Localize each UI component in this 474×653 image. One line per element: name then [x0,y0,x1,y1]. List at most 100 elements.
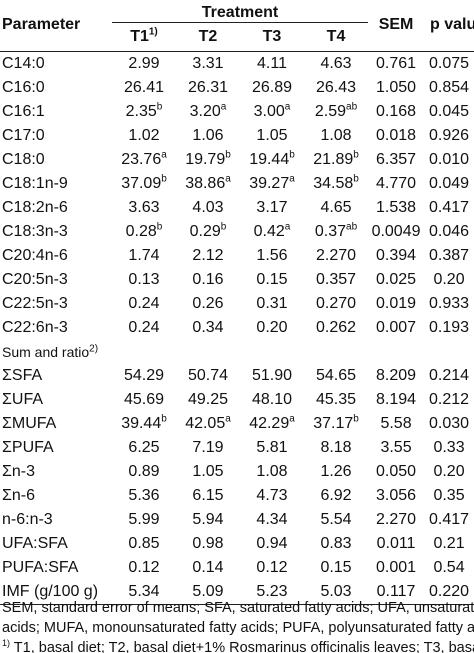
cell-t2: 4.03 [192,199,224,216]
table-row: Σn-3 0.89 1.05 1.08 1.26 0.050 0.20 [0,460,474,484]
cell-sem: 2.270 [376,511,417,528]
cell-p: 0.933 [429,295,470,312]
significance-letter: a [289,413,295,425]
cell-t3: 42.29a [249,413,295,432]
significance-letter: b [353,149,359,161]
cell-t1: 1.02 [128,127,160,144]
section-heading: Sum and ratio2) [2,343,99,360]
table-body: C14:0 2.99 3.31 4.11 4.63 0.761 0.075 C16:0 26.4… [0,52,474,605]
cell-t4: 45.35 [315,391,357,408]
row-parameter: C16:1 [2,103,45,120]
cell-t2: 1.06 [192,127,224,144]
cell-t4: 54.65 [315,367,357,384]
cell-t4: 4.65 [320,199,352,216]
row-parameter: C18:2n-6 [2,199,68,216]
cell-t3: 4.73 [256,487,288,504]
cell-p: 0.20 [433,463,465,480]
cell-t3: 0.15 [256,271,288,288]
row-parameter: n-6:n-3 [2,511,53,528]
cell-t1: 23.76a [121,149,167,168]
cell-t2: 0.14 [192,559,224,576]
cell-t2: 0.34 [192,319,224,336]
cell-t3: 1.08 [256,463,288,480]
cell-sem: 8.194 [376,391,417,408]
table-row: C22:6n-3 0.24 0.34 0.20 0.262 0.007 0.193 [0,316,474,340]
header-treatment: Treatment [112,0,369,23]
header-t1: T11) [112,22,176,52]
cell-t1: 54.29 [123,367,165,384]
cell-t1: 26.41 [123,79,165,96]
row-parameter: C20:4n-6 [2,247,68,264]
cell-t3: 51.90 [251,367,293,384]
cell-t1: 1.74 [128,247,160,264]
cell-p: 0.010 [429,151,470,168]
cell-t4: 2.59ab [314,101,358,120]
cell-sem: 0.050 [376,463,417,480]
cell-t1: 45.69 [123,391,165,408]
cell-sem: 0.0049 [371,223,421,240]
row-parameter: C17:0 [2,127,45,144]
significance-letter: a [284,101,291,113]
row-parameter: ΣSFA [2,367,43,384]
cell-t4: 26.43 [315,79,357,96]
cell-sem: 4.770 [376,175,417,192]
cell-t1: 0.85 [128,535,160,552]
significance-letter: b [225,149,231,161]
cell-t4: 21.89b [313,149,359,168]
cell-sem: 0.025 [376,271,417,288]
cell-t2: 19.79b [185,149,231,168]
cell-t3: 4.11 [257,55,287,72]
cell-t4: 34.58b [313,173,359,192]
cell-t4: 37.17b [313,413,359,432]
cell-sem: 5.58 [380,415,412,432]
footnote-line-1: SEM, standard error of means; SFA, satur… [2,600,474,616]
significance-letter: a [225,173,231,185]
header-t4: T4 [304,22,369,52]
table-row: ΣMUFA 39.44b 42.05a 42.29a 37.17b 5.58 0.030 [0,412,474,436]
row-parameter: PUFA:SFA [2,559,79,576]
cell-t2: 42.05a [185,413,231,432]
cell-sem: 8.209 [376,367,417,384]
cell-p: 0.854 [429,79,470,96]
cell-t4: 8.18 [320,439,352,456]
table-row: C20:5n-3 0.13 0.16 0.15 0.357 0.025 0.20 [0,268,474,292]
cell-t3: 0.12 [256,559,288,576]
cell-t2: 0.16 [192,271,224,288]
cell-t1: 0.12 [128,559,160,576]
cell-p: 0.926 [429,127,470,144]
cell-sem: 0.019 [376,295,417,312]
cell-p: 0.212 [429,391,470,408]
cell-t1: 5.99 [128,511,160,528]
row-parameter: ΣMUFA [2,415,57,432]
cell-t4: 1.08 [320,127,352,144]
table-row: ΣPUFA 6.25 7.19 5.81 8.18 3.55 0.33 [0,436,474,460]
row-parameter: C14:0 [2,55,45,72]
cell-t3: 4.34 [256,511,288,528]
cell-sem: 1.538 [376,199,417,216]
table-row: C17:0 1.02 1.06 1.05 1.08 0.018 0.926 [0,124,474,148]
significance-letter: b [161,413,167,425]
cell-t2: 26.31 [187,79,229,96]
cell-t1: 0.13 [128,271,160,288]
cell-t2: 0.26 [192,295,224,312]
cell-t2: 49.25 [187,391,229,408]
cell-sem: 0.168 [376,103,417,120]
cell-p: 0.045 [429,103,470,120]
table-row: IMF (g/100 g) 5.34 5.09 5.23 5.03 0.117 0.220 [0,580,474,605]
table-header: Parameter Treatment SEM p value T11) T2 … [0,0,474,52]
table-row: C16:0 26.41 26.31 26.89 26.43 1.050 0.854 [0,76,474,100]
cell-t4: 5.03 [304,580,369,605]
header-t2: T2 [176,22,240,52]
cell-t1: 39.44b [121,413,167,432]
cell-p: 0.417 [429,511,470,528]
table-row: Σn-6 5.36 6.15 4.73 6.92 3.056 0.35 [0,484,474,508]
cell-sem: 0.007 [376,319,417,336]
cell-p: 0.030 [429,415,470,432]
cell-t2: 3.31 [192,55,224,72]
cell-t1: 0.24 [128,319,160,336]
cell-t2: 50.74 [187,367,229,384]
significance-letter: b [353,173,359,185]
cell-t2: 0.29b [189,221,227,240]
cell-t2: 38.86a [185,173,231,192]
